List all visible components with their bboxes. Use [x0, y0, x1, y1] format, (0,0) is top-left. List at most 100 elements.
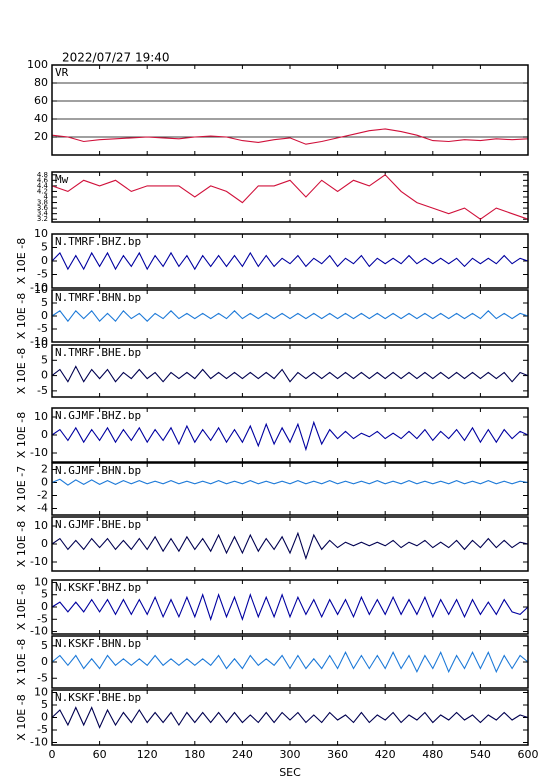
y-tick-label: 10 [34, 410, 48, 423]
trace [51, 251, 529, 271]
x-tick-label: 360 [327, 748, 348, 761]
x-tick-label: 420 [375, 748, 396, 761]
y-tick-label: 100 [27, 58, 48, 71]
y-tick-label: 60 [34, 94, 48, 107]
y-tick-label: 4.6 [37, 176, 49, 184]
y-axis-label: X 10E -8 [15, 639, 28, 685]
panel-frame [51, 289, 529, 343]
panel-label: N.KSKF.BHN.bp [55, 637, 141, 650]
y-tick-label: 0 [41, 476, 48, 489]
y-tick-label: -5 [37, 268, 48, 281]
x-tick-label: 480 [422, 748, 443, 761]
y-tick-label: 5 [41, 241, 48, 254]
y-tick-label: -10 [30, 625, 48, 638]
y-tick-label: -2 [37, 489, 48, 502]
y-tick-label: 0 [41, 309, 48, 322]
panel-frame [51, 64, 529, 156]
chart-title: 2022/07/27 19:40 [62, 51, 170, 65]
y-tick-label: -5 [37, 723, 48, 736]
y-axis-label: X 10E -8 [15, 238, 28, 284]
trace [51, 706, 529, 729]
trace [51, 174, 529, 220]
y-tick-label: -10 [30, 736, 48, 749]
y-tick-label: 3.2 [37, 215, 48, 223]
panel-label: N.TMRF.BHZ.bp [55, 235, 141, 248]
y-tick-label: 80 [34, 76, 48, 89]
y-tick-label: 10 [34, 686, 48, 699]
y-tick-label: -10 [30, 555, 48, 568]
y-tick-label: 4 [44, 193, 49, 201]
panel-label: N.GJMF.BHN.bp [55, 464, 141, 477]
y-tick-label: 0 [41, 655, 48, 668]
y-tick-label: 0 [41, 600, 48, 613]
x-tick-label: 240 [232, 748, 253, 761]
x-tick-label: 300 [280, 748, 301, 761]
panel-label: N.TMRF.BHN.bp [55, 291, 141, 304]
x-tick-label: 60 [93, 748, 107, 761]
panel-frame [51, 407, 529, 463]
y-tick-label: -4 [37, 502, 48, 515]
y-tick-label: 0 [41, 254, 48, 267]
trace [51, 592, 529, 622]
x-tick-label: 180 [184, 748, 205, 761]
y-axis-label: X 10E -8 [15, 412, 28, 458]
y-tick-label: -10 [30, 335, 48, 348]
y-axis-label: X 10E -8 [15, 521, 28, 567]
trace [51, 650, 529, 674]
panel-frame [51, 233, 529, 289]
panel-label: Mw [55, 173, 69, 186]
y-tick-label: 0 [41, 428, 48, 441]
y-tick-label: -5 [37, 322, 48, 335]
y-tick-label: 10 [34, 227, 48, 240]
panel-frame [51, 689, 529, 746]
y-tick-label: -10 [30, 281, 48, 294]
trace [51, 420, 529, 452]
y-tick-label: 10 [34, 519, 48, 532]
panel-label: N.KSKF.BHE.bp [55, 691, 141, 704]
y-tick-label: 10 [34, 338, 48, 351]
y-tick-label: 3.6 [37, 204, 49, 212]
trace [51, 531, 529, 561]
y-tick-label: 10 [34, 575, 48, 588]
x-tick-label: 540 [470, 748, 491, 761]
y-axis-label: X 10E -8 [15, 348, 28, 394]
y-tick-label: 0 [41, 537, 48, 550]
panel-label: N.TMRF.BHE.bp [55, 346, 141, 359]
panel-label: VR [55, 66, 69, 79]
y-axis-label: X 10E -8 [15, 584, 28, 630]
y-tick-label: 10 [34, 283, 48, 296]
panel-frame [51, 635, 529, 689]
x-tick-label: 120 [137, 748, 158, 761]
y-tick-label: 3.8 [37, 199, 48, 207]
y-tick-label: 5 [41, 698, 48, 711]
y-tick-label: -10 [30, 446, 48, 459]
y-tick-label: 2 [41, 463, 48, 476]
panel-label: N.GJMF.BHZ.bp [55, 409, 141, 422]
y-axis-label: X 10E -8 [15, 293, 28, 339]
trace [51, 365, 529, 383]
y-axis-label: X 10E -7 [15, 466, 28, 512]
y-tick-label: 3.4 [37, 210, 49, 218]
trace [51, 478, 529, 486]
y-tick-label: 0 [41, 369, 48, 382]
x-tick-label: 600 [518, 748, 539, 761]
y-tick-label: 40 [34, 112, 48, 125]
y-tick-label: 5 [41, 639, 48, 652]
panel-frame [51, 579, 529, 635]
y-tick-label: -5 [37, 612, 48, 625]
panel-label: N.KSKF.BHZ.bp [55, 581, 141, 594]
y-tick-label: 5 [41, 296, 48, 309]
panel-frame [51, 516, 529, 572]
y-axis-label: X 10E -8 [15, 694, 28, 740]
trace [51, 309, 529, 323]
y-tick-label: 4.4 [37, 182, 49, 190]
trace [51, 128, 529, 145]
y-tick-label: 4.8 [37, 171, 48, 179]
y-tick-label: 5 [41, 588, 48, 601]
panel-label: N.GJMF.BHE.bp [55, 518, 141, 531]
panel-frame [51, 462, 529, 516]
y-tick-label: -5 [37, 671, 48, 684]
y-tick-label: 20 [34, 130, 48, 143]
